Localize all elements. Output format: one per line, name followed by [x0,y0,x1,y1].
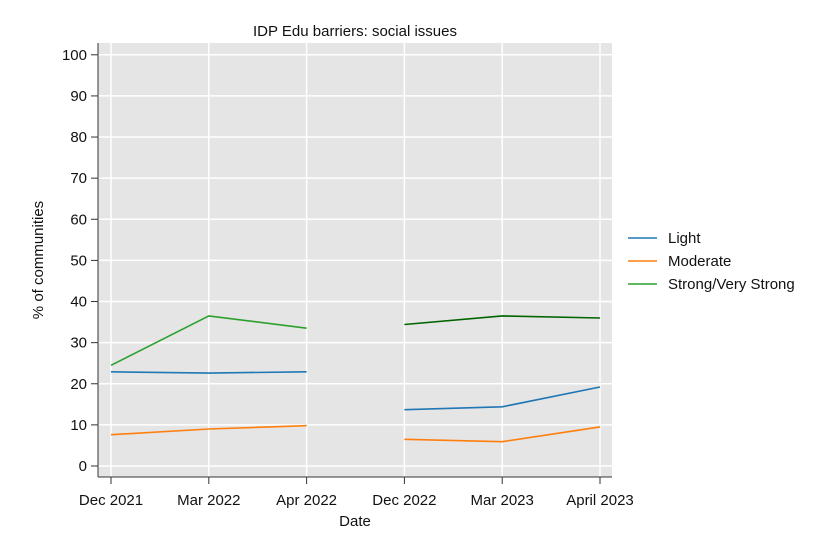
y-tick-label: 30 [70,335,87,352]
series-line-moderate [110,424,307,436]
y-tick-label: 70 [70,170,87,187]
series-lines [110,315,601,443]
y-tick-label: 10 [70,417,87,434]
grid-lines [98,43,612,477]
y-tick-label: 50 [70,252,87,269]
x-tick-label: Mar 2023 [471,492,534,509]
series-line-light [110,371,307,374]
series-line-moderate [404,426,601,443]
x-tick-label: April 2023 [566,492,634,509]
x-axis: Dec 2021 Mar 2022 Apr 2022 Dec 2022 Mar 2023… [79,476,634,509]
x-axis-title: Date [339,513,371,530]
y-tick-label: 80 [70,129,87,146]
x-tick-label: Dec 2022 [372,492,436,509]
y-tick-label: 100 [62,47,87,64]
y-tick-label: 60 [70,211,87,228]
x-tick-label: Mar 2022 [177,492,240,509]
series-line-strong-very-strong [110,315,307,367]
series-line-strong-very-strong [404,315,601,326]
y-tick-label: 90 [70,88,87,105]
x-tick-label: Apr 2022 [276,492,337,509]
y-tick-label: 40 [70,294,87,311]
chart-title: IDP Edu barriers: social issues [253,23,457,40]
y-axis-title: % of communities [30,201,47,319]
y-tick-label: 20 [70,376,87,393]
series-line-light [404,386,601,411]
legend: Light Moderate Strong/Very Strong [628,230,795,293]
legend-label: Light [668,230,701,247]
y-tick-label: 0 [79,458,87,475]
legend-label: Moderate [668,253,731,270]
x-tick-label: Dec 2021 [79,492,143,509]
y-axis: 0 10 20 30 40 50 60 70 80 90 100 [62,43,99,477]
legend-label: Strong/Very Strong [668,276,795,293]
